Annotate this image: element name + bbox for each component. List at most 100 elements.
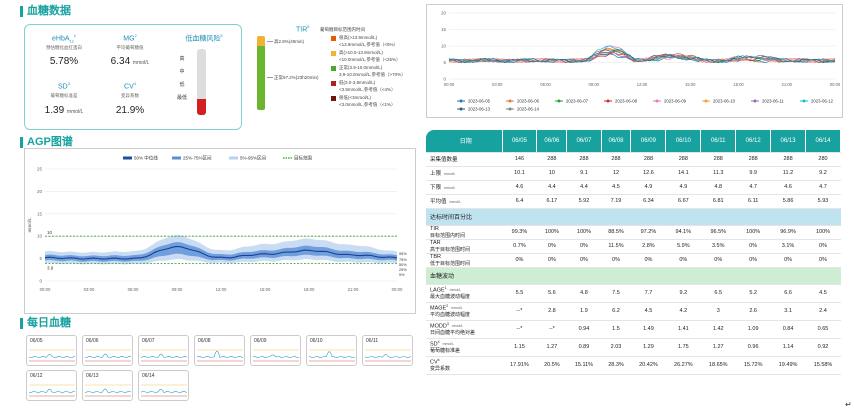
summary-cell: 4.9	[665, 180, 701, 195]
tir-legend-ref: <10.0mmol/L,参考值（<25%）	[339, 57, 401, 62]
summary-row-sup: 3	[446, 321, 449, 326]
metric-sd-name: SD3	[58, 81, 70, 91]
agp-title: AGP图谱	[20, 137, 73, 148]
daily-thumbnail-svg	[141, 349, 187, 362]
overlay-legend-marker	[655, 99, 659, 103]
summary-cell: 1.42	[700, 320, 736, 339]
summary-cell: 2.4	[805, 302, 841, 321]
summary-row-unit: mmol/L	[449, 288, 462, 293]
daily-thumbnail: 06/12	[26, 370, 77, 401]
tir-bar-normal	[257, 46, 265, 110]
daily-thumbnail-svg	[309, 349, 355, 362]
summary-row-sup: 4	[437, 339, 440, 344]
tir-high-label: 高2.8%(40min)	[274, 39, 305, 44]
summary-cell: 0%	[665, 253, 701, 268]
agp-xtick: 00:00	[392, 287, 403, 292]
agp-xtick: 03:00	[84, 287, 95, 292]
tir-legend-swatch	[331, 81, 336, 86]
overlay-ytick: 0	[443, 77, 446, 82]
summary-row: LAGE1mmol/L 最大血糖波动幅度 5.5 5.6 4.8 7.5 7.7 9.2 6.5…	[426, 284, 841, 303]
daily-thumbnail-svg	[141, 384, 187, 397]
summary-cell: 100%	[805, 225, 841, 240]
agp-target-low-label: 3.9	[47, 266, 54, 271]
daily-thumbnail-date: 06/12	[30, 373, 43, 379]
tir-legend-ref: <13.9mmol/L,参考值（<5%）	[339, 42, 399, 47]
overlay-xtick: 00:00	[830, 82, 841, 87]
overlay-legend-marker	[508, 99, 512, 103]
summary-row-unit: mmol/L	[449, 200, 461, 204]
summary-cell: 19.49%	[770, 356, 806, 375]
overlay-ytick: 5	[443, 60, 446, 65]
summary-header-date: 06/14	[805, 130, 841, 153]
hypo-risk-bar	[197, 49, 206, 115]
tir-connector	[267, 41, 273, 42]
tir-legend-swatch	[331, 66, 336, 71]
summary-header-date: 06/12	[735, 130, 772, 153]
summary-row-sub: 平均血糖波动幅度	[430, 312, 471, 319]
metric-ehba1c-value: 5.78%	[49, 56, 79, 67]
summary-row-unit: mmol/L	[444, 186, 456, 190]
overlay-ytick: 20	[441, 11, 447, 16]
daily-thumbnail: 06/10	[306, 335, 357, 366]
summary-cell: --*	[502, 302, 537, 321]
overlay-legend-marker	[459, 107, 463, 111]
agp-band-25-75	[45, 242, 397, 262]
summary-cell: 1.14	[770, 338, 806, 357]
agp-ylabel: mmol/L	[27, 217, 32, 232]
agp-xtick: 18:00	[304, 287, 315, 292]
summary-cell: 0%	[601, 253, 631, 268]
return-mark: ↵	[845, 400, 852, 409]
summary-cell: 0.89	[566, 338, 602, 357]
summary-row-name: 平均值	[430, 199, 447, 205]
summary-cell: 5.6	[536, 284, 567, 303]
summary-row-label: CV4 变异系数	[426, 356, 502, 375]
summary-cell: 0%	[805, 239, 841, 254]
summary-cell: 10	[536, 166, 567, 181]
summary-row: TAR 高于目标范围时间 0.7% 0% 0% 11.5% 2.8% 5.9% 3.5% 0% 3.…	[426, 239, 841, 254]
summary-cell: 0%	[630, 253, 666, 268]
daily-thumbnail-svg	[365, 349, 411, 362]
agp-median-line	[44, 245, 398, 260]
summary-cell: 7.5	[601, 284, 631, 303]
summary-cell: 0%	[735, 239, 771, 254]
overlay-xtick: 00:00	[444, 82, 455, 87]
daily-thumbnail: 06/14	[138, 370, 189, 401]
summary-cell: 9.9	[735, 166, 771, 181]
summary-cell: 0.84	[770, 320, 806, 339]
metric-mg-desc: 平均葡萄糖值	[116, 45, 144, 50]
summary-header-date: 06/07	[566, 130, 602, 153]
summary-row-sup: 2	[446, 303, 449, 308]
metric-ehba1c-desc: 预估糖化血红蛋白	[46, 45, 82, 50]
summary-row: CV4 变异系数 17.91% 20.5% 15.11% 28.3% 20.42% 26.27…	[426, 356, 841, 375]
summary-cell: 6.2	[601, 302, 631, 321]
summary-cell: 1.49	[630, 320, 666, 339]
summary-cell: 4.5	[805, 284, 841, 303]
summary-row: SD4mmol/L 葡萄糖标准差 1.15 1.27 0.89 2.03 1.29 1.75 1…	[426, 338, 841, 357]
agp-xtick: 00:00	[40, 287, 51, 292]
summary-cell: 6.5	[700, 284, 736, 303]
summary-cell: 0%	[502, 253, 537, 268]
overlay-legend-marker	[606, 99, 610, 103]
summary-cell: 0%	[536, 239, 567, 254]
overlay-xtick: 12:00	[637, 82, 648, 87]
summary-section-title: 血糖波动	[426, 267, 841, 285]
thumb-glucose-line	[29, 353, 75, 358]
summary-cell: 4.8	[566, 284, 602, 303]
summary-header-date: 06/06	[536, 130, 568, 153]
summary-cell: 14.1	[665, 166, 701, 181]
summary-row-name: SD	[430, 341, 438, 348]
summary-cell: 4.6	[502, 180, 537, 195]
thumb-glucose-line	[309, 351, 355, 358]
summary-cell: 94.1%	[665, 225, 701, 240]
summary-cell: 11.2	[770, 166, 806, 181]
agp-percentile-label: 95%	[399, 252, 407, 256]
summary-cell: 6.11	[735, 194, 771, 209]
summary-row: TBR 低于目标范围时间 0% 0% 0% 0% 0% 0% 0% 0% 0% 0%	[426, 253, 841, 268]
summary-cell: 1.9	[566, 302, 602, 321]
summary-cell: 17.91%	[502, 356, 537, 375]
thumb-glucose-line	[253, 354, 299, 358]
metrics-card: eHbA1c1 预估糖化血红蛋白 5.78% MG2 平均葡萄糖值 6.34 m…	[24, 24, 242, 130]
summary-row-sub: 低于目标范围时间	[430, 260, 471, 267]
summary-cell: 288	[566, 152, 602, 167]
overlay-xtick: 03:00	[492, 82, 503, 87]
